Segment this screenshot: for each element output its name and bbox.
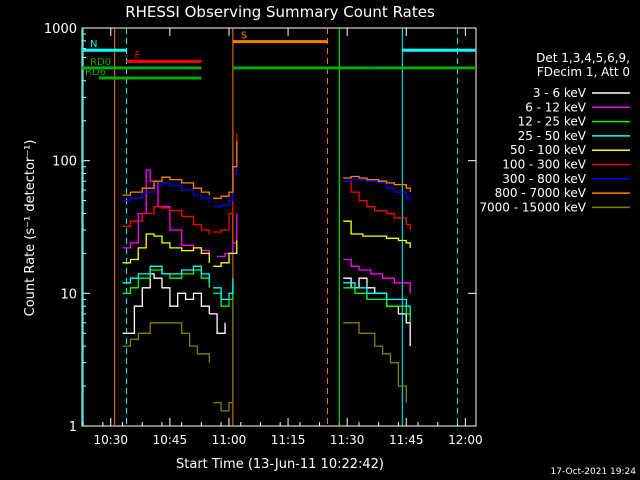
series-line	[343, 258, 411, 294]
y-tick-label: 1000	[44, 22, 77, 37]
series-line	[122, 182, 210, 203]
axis-ticks: 10:30 10:45 11:00 11:15 11:30 11:45 12:00 1 10 10…	[44, 22, 483, 447]
legend-entry-label: 12 - 25 keV	[518, 115, 587, 129]
x-tick-label: 11:15	[271, 433, 306, 447]
series-line	[343, 287, 411, 323]
series-line	[343, 178, 411, 201]
series-line	[213, 141, 238, 199]
state-bar-label: F	[135, 50, 141, 61]
state-bar-label: RD0	[90, 57, 111, 68]
series-line	[343, 175, 411, 193]
y-tick-label: 100	[52, 155, 77, 170]
state-bar-label: RD6	[85, 67, 106, 78]
series-line	[122, 206, 210, 234]
legend-entry-label: 300 - 800 keV	[502, 172, 586, 186]
series-line	[217, 213, 238, 258]
series-line	[213, 278, 234, 301]
y-tick-label: 1	[69, 420, 77, 435]
state-bar-label: N	[90, 39, 97, 50]
series-line	[343, 322, 407, 403]
legend-entry-label: 3 - 6 keV	[533, 86, 587, 100]
footer-date: 17-Oct-2021 19:24	[551, 467, 637, 477]
series-line	[209, 313, 226, 334]
series-line	[122, 233, 210, 264]
x-axis-label: Start Time (13-Jun-11 10:22:42)	[176, 457, 384, 472]
state-bar-label: S	[241, 31, 247, 42]
series-line	[213, 282, 234, 307]
x-tick-label: 11:00	[212, 433, 247, 447]
x-tick-label: 10:45	[153, 433, 188, 447]
series-line	[213, 145, 238, 208]
legend-entry-label: 50 - 100 keV	[510, 143, 587, 157]
series-line	[343, 180, 411, 230]
series-line	[122, 273, 210, 334]
plot-frame	[81, 27, 477, 427]
series-line	[122, 265, 210, 284]
series-line	[343, 282, 411, 314]
x-tick-label: 11:30	[330, 433, 365, 447]
series-line	[213, 240, 238, 267]
series-line	[122, 176, 210, 196]
x-tick-label: 10:30	[93, 433, 128, 447]
legend-entry-label: 7000 - 15000 keV	[479, 200, 586, 214]
legend-entry-label: 100 - 300 keV	[502, 158, 586, 172]
x-tick-label: 12:00	[448, 433, 483, 447]
series-line	[213, 299, 234, 412]
y-tick-label: 10	[60, 287, 77, 302]
x-tick-label: 11:45	[389, 433, 424, 447]
legend-entry-label: 6 - 12 keV	[525, 100, 587, 114]
legend-title: Det 1,3,4,5,6,9,	[536, 51, 630, 65]
legend-entry-label: 25 - 50 keV	[518, 129, 587, 143]
legend: Det 1,3,4,5,6,9,FDecim 1, Att 0 3 - 6 keV…	[479, 51, 630, 214]
chart-title: RHESSI Observing Summary Count Rates	[125, 3, 435, 21]
state-vertical-lines	[82, 28, 458, 426]
y-axis-label: Count Rate (s⁻¹ detector⁻¹)	[23, 140, 38, 317]
series-line	[343, 220, 411, 248]
legend-title: FDecim 1, Att 0	[537, 65, 630, 79]
series-line	[122, 322, 210, 363]
legend-entry-label: 800 - 7000 keV	[495, 186, 587, 200]
series-group	[122, 133, 411, 412]
